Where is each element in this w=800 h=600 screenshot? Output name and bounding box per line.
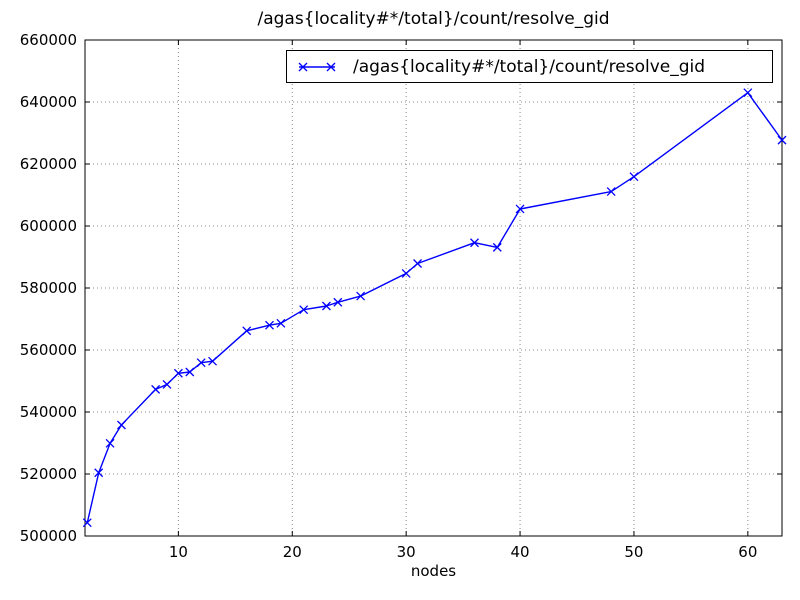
x-tick-label: 20 (283, 543, 302, 561)
x-tick-label: 10 (169, 543, 188, 561)
point-marker (276, 318, 286, 328)
point-marker (492, 242, 502, 252)
y-tick-label: 640000 (20, 93, 77, 111)
point-marker (629, 172, 639, 182)
legend-line-sample-icon (298, 62, 336, 71)
y-tick-label: 540000 (20, 403, 77, 421)
legend-sample-marker (298, 62, 308, 71)
point-marker (333, 297, 343, 307)
y-tick-label: 620000 (20, 155, 77, 173)
y-tick-label: 580000 (20, 279, 77, 297)
legend: /agas{locality#*/total}/count/resolve_gi… (286, 50, 773, 83)
y-tick-label: 520000 (20, 465, 77, 483)
y-tick-label: 560000 (20, 341, 77, 359)
point-marker (185, 367, 195, 377)
point-marker (162, 379, 172, 389)
point-marker (196, 358, 206, 368)
x-tick-label: 30 (397, 543, 416, 561)
point-marker (515, 204, 525, 214)
x-tick-label: 60 (738, 543, 757, 561)
point-marker (356, 291, 366, 301)
x-tick-label: 40 (511, 543, 530, 561)
legend-sample-marker (326, 62, 336, 71)
point-marker (173, 368, 183, 378)
point-marker (82, 518, 92, 528)
point-marker (116, 420, 126, 430)
point-marker (242, 326, 252, 336)
point-marker (401, 268, 411, 278)
series-line (86, 92, 783, 523)
x-axis-label: nodes (410, 562, 457, 580)
point-marker (321, 301, 331, 311)
chart-title: /agas{locality#*/total}/count/resolve_gi… (257, 9, 610, 29)
x-tick-label: 50 (624, 543, 643, 561)
point-marker (94, 468, 104, 478)
y-tick-label: 500000 (20, 527, 77, 545)
point-marker (413, 259, 423, 268)
point-marker (299, 305, 309, 315)
point-marker (606, 187, 616, 197)
point-marker (265, 320, 274, 330)
point-marker (470, 238, 479, 248)
point-marker (105, 438, 115, 448)
point-marker (151, 384, 161, 394)
y-tick-label: 600000 (20, 217, 77, 235)
y-tick-label: 660000 (20, 31, 77, 49)
point-marker (777, 135, 787, 145)
point-marker (743, 88, 753, 98)
point-marker (208, 356, 218, 366)
legend-label: /agas{locality#*/total}/count/resolve_gi… (353, 56, 706, 77)
